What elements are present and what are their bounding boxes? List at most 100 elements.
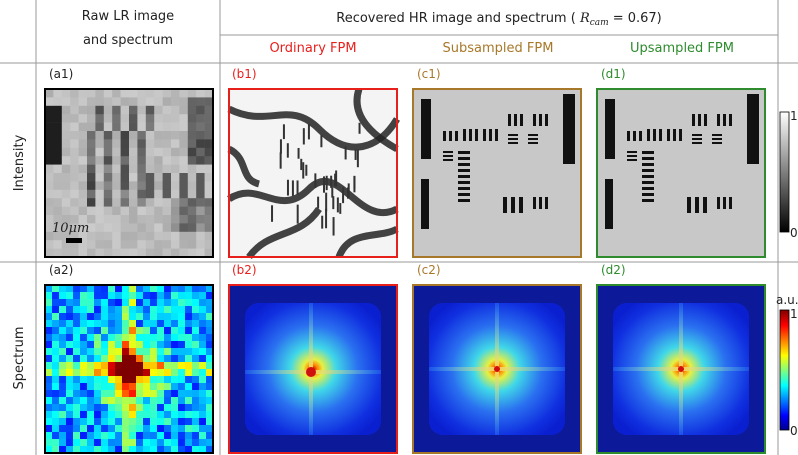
bar: [712, 138, 722, 140]
pixel: [199, 390, 206, 397]
pixel: [53, 165, 62, 174]
pixel: [112, 97, 121, 106]
image: [413, 89, 581, 257]
pixel: [87, 97, 96, 106]
pixel: [163, 106, 172, 115]
pixel: [163, 181, 172, 190]
pixel: [178, 425, 185, 432]
pixel: [157, 348, 164, 355]
pixel: [188, 181, 197, 190]
pixel: [121, 97, 130, 106]
pixel: [53, 249, 62, 258]
bar: [458, 175, 470, 178]
pixel: [66, 320, 73, 327]
pixel: [146, 139, 155, 148]
pixel: [143, 376, 150, 383]
pixel: [45, 123, 54, 132]
pixel: [185, 390, 192, 397]
pixel: [53, 198, 62, 207]
pixel: [122, 369, 129, 376]
pixel: [143, 313, 150, 320]
bar: [298, 148, 300, 159]
pixel: [188, 190, 197, 199]
pixel: [171, 232, 180, 241]
panel-label: (b1): [232, 67, 257, 81]
pixel: [178, 313, 185, 320]
pixel: [66, 425, 73, 432]
pixel: [143, 418, 150, 425]
pixel: [129, 249, 138, 258]
pixel: [157, 439, 164, 446]
pixel: [104, 89, 113, 98]
pixel: [143, 439, 150, 446]
pixel: [171, 173, 180, 182]
bar: [495, 129, 498, 141]
pixel: [137, 148, 146, 157]
bar: [330, 176, 332, 188]
pixel: [171, 327, 178, 334]
pixel: [66, 390, 73, 397]
figure: Raw LR image and spectrum Recovered HR i…: [0, 0, 798, 455]
pixel: [59, 306, 66, 313]
pixel: [129, 348, 136, 355]
pixel: [171, 348, 178, 355]
bar: [443, 155, 453, 157]
pixel: [143, 411, 150, 418]
pixel: [45, 341, 52, 348]
pixel: [129, 106, 138, 115]
pixel: [62, 139, 71, 148]
pixel: [112, 148, 121, 157]
pixel: [94, 348, 101, 355]
pixel: [87, 123, 96, 132]
pixel: [79, 181, 88, 190]
pixel: [66, 439, 73, 446]
pixel: [73, 369, 80, 376]
pixel: [66, 299, 73, 306]
bar: [704, 114, 707, 126]
pixel: [129, 148, 138, 157]
pixel: [59, 327, 66, 334]
pixel: [154, 97, 163, 106]
pixel: [112, 215, 121, 224]
pixel: [87, 114, 96, 123]
pixel: [45, 376, 52, 383]
pixel: [45, 173, 54, 182]
pixel: [157, 432, 164, 439]
pixel: [178, 285, 185, 292]
pixel: [121, 123, 130, 132]
pixel: [185, 439, 192, 446]
pixel: [171, 198, 180, 207]
pixel: [53, 131, 62, 140]
pixel: [94, 320, 101, 327]
scale-bar: [66, 238, 82, 243]
bar: [305, 165, 307, 176]
pixel: [115, 355, 122, 362]
pixel: [205, 207, 214, 216]
bar: [320, 135, 322, 147]
pixel: [70, 97, 79, 106]
pixel: [171, 106, 180, 115]
bar: [717, 114, 720, 126]
pixel: [199, 306, 206, 313]
bar: [528, 138, 538, 140]
panel-label: (c2): [417, 263, 441, 277]
pixel: [163, 131, 172, 140]
pixel: [45, 240, 54, 249]
pixel: [171, 313, 178, 320]
pixel: [80, 327, 87, 334]
pixel: [185, 425, 192, 432]
pixel: [95, 114, 104, 123]
pixel: [45, 355, 52, 362]
bar: [475, 129, 478, 141]
pixel: [164, 306, 171, 313]
bar: [458, 151, 470, 154]
pixel: [101, 404, 108, 411]
pixel: [66, 355, 73, 362]
pixel: [52, 439, 59, 446]
pixel: [196, 89, 205, 98]
pixel: [136, 327, 143, 334]
pixel: [137, 249, 146, 258]
pixel: [163, 207, 172, 216]
pixel: [104, 131, 113, 140]
pixel: [59, 320, 66, 327]
